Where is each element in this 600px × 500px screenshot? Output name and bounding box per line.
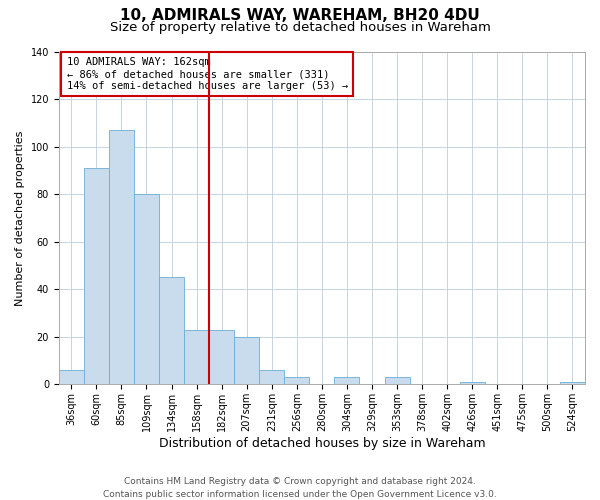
Bar: [84, 168, 109, 384]
Bar: [134, 194, 159, 384]
Text: 10 ADMIRALS WAY: 162sqm
← 86% of detached houses are smaller (331)
14% of semi-d: 10 ADMIRALS WAY: 162sqm ← 86% of detache…: [67, 58, 348, 90]
X-axis label: Distribution of detached houses by size in Wareham: Distribution of detached houses by size …: [158, 437, 485, 450]
Bar: [109, 130, 134, 384]
Bar: [259, 370, 284, 384]
Y-axis label: Number of detached properties: Number of detached properties: [15, 130, 25, 306]
Bar: [385, 378, 410, 384]
Bar: [334, 378, 359, 384]
Bar: [209, 330, 234, 384]
Text: 10, ADMIRALS WAY, WAREHAM, BH20 4DU: 10, ADMIRALS WAY, WAREHAM, BH20 4DU: [120, 8, 480, 22]
Bar: [460, 382, 485, 384]
Bar: [234, 337, 259, 384]
Bar: [560, 382, 585, 384]
Text: Size of property relative to detached houses in Wareham: Size of property relative to detached ho…: [110, 21, 490, 34]
Bar: [284, 378, 310, 384]
Bar: [184, 330, 209, 384]
Bar: [159, 278, 184, 384]
Text: Contains HM Land Registry data © Crown copyright and database right 2024.
Contai: Contains HM Land Registry data © Crown c…: [103, 478, 497, 499]
Bar: [59, 370, 84, 384]
